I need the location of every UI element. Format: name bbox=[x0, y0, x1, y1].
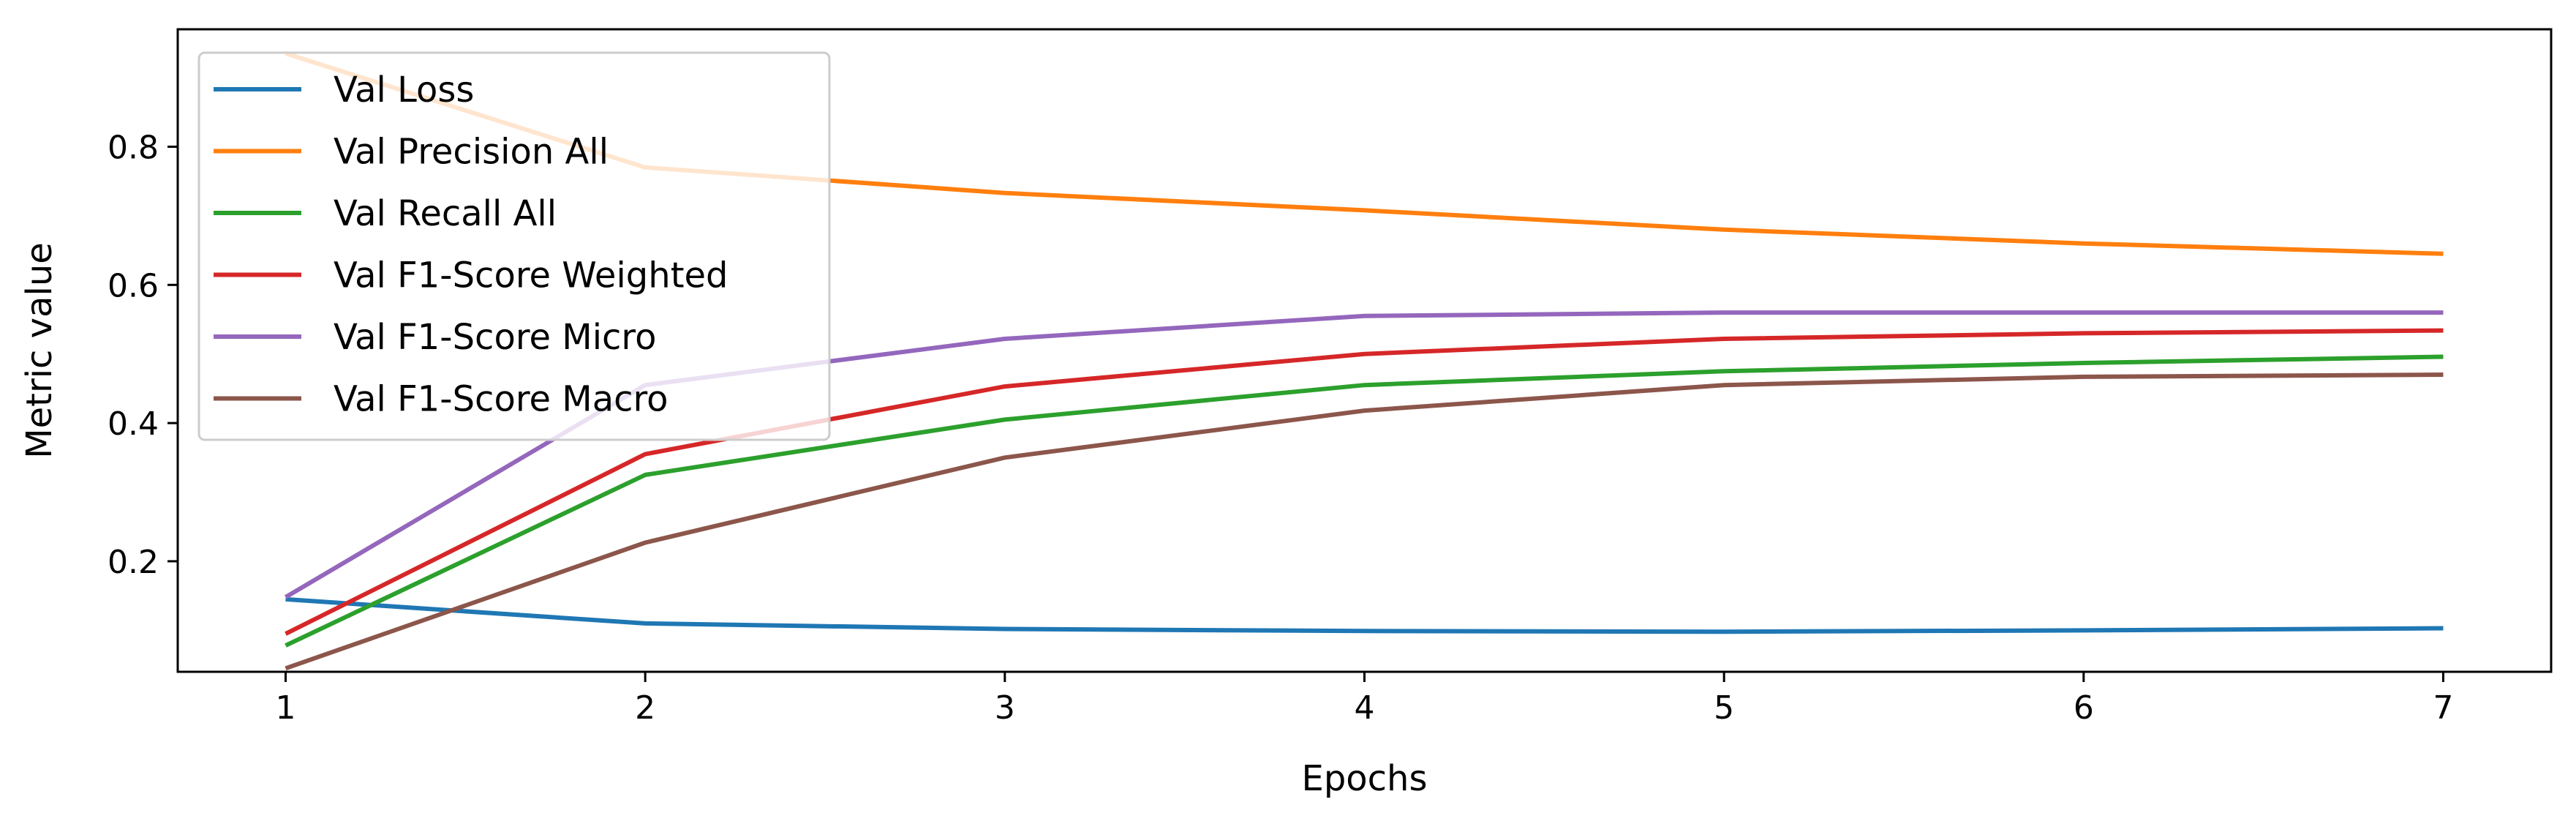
x-axis-label: Epochs bbox=[1302, 758, 1428, 799]
x-tick-label: 6 bbox=[2074, 689, 2094, 727]
y-tick-label: 0.4 bbox=[108, 405, 159, 443]
x-tick-label: 3 bbox=[995, 689, 1015, 727]
legend-label: Val F1-Score Macro bbox=[334, 379, 669, 420]
x-tick-label: 7 bbox=[2433, 689, 2454, 727]
y-tick-label: 0.8 bbox=[108, 129, 159, 166]
x-tick-label: 4 bbox=[1355, 689, 1375, 727]
x-tick-label: 1 bbox=[276, 689, 296, 727]
x-tick-label: 5 bbox=[1714, 689, 1734, 727]
x-axis: 1 2 3 4 5 6 7 bbox=[276, 672, 2454, 727]
legend-label: Val F1-Score Micro bbox=[334, 317, 656, 358]
y-tick-label: 0.2 bbox=[108, 544, 159, 581]
legend: Val Loss Val Precision All Val Recall All V… bbox=[197, 51, 831, 441]
legend-label: Val Precision All bbox=[334, 132, 609, 173]
legend-label: Val Loss bbox=[334, 70, 474, 111]
series-line-val-f1-score-macro bbox=[285, 372, 2444, 671]
y-axis-label: Metric value bbox=[19, 242, 60, 459]
legend-label: Val F1-Score Weighted bbox=[334, 255, 728, 296]
y-axis: 0.2 0.4 0.6 0.8 bbox=[108, 129, 178, 581]
y-tick-label: 0.6 bbox=[108, 267, 159, 304]
series-line-val-recall-all bbox=[285, 354, 2444, 648]
series-line-val-loss bbox=[285, 596, 2444, 634]
series-line-val-f1-score-weighted bbox=[285, 328, 2444, 636]
legend-label: Val Recall All bbox=[334, 193, 557, 234]
legend-box bbox=[197, 51, 831, 441]
x-tick-label: 2 bbox=[635, 689, 655, 727]
